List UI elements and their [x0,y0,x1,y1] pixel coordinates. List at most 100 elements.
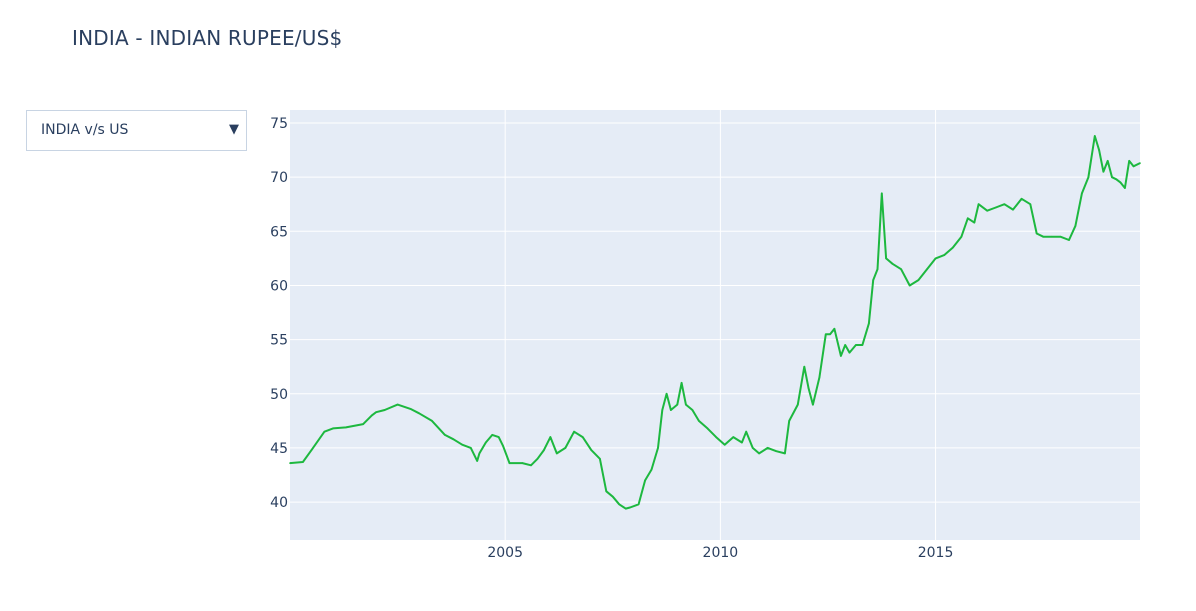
data-point [564,447,567,449]
data-point [943,254,945,256]
data-point [900,268,902,271]
data-point [470,447,472,449]
data-point [478,452,481,455]
data-point [751,447,754,449]
data-point [844,344,846,346]
data-point [657,447,659,449]
data-point [973,221,976,224]
data-point [698,420,700,422]
data-point [289,462,291,464]
data-point [665,393,668,395]
data-point [745,430,747,433]
data-point [491,434,494,436]
data-point [766,447,769,449]
data-point [530,464,532,467]
y-tick-label: 45 [270,441,288,457]
data-point [818,376,821,379]
data-point [676,403,679,406]
data-point [995,206,997,209]
data-point [476,460,479,462]
data-point [624,507,627,510]
data-point [497,436,500,438]
data-point [375,411,377,414]
data-point [485,441,487,444]
country-dropdown[interactable]: INDIA v/s US ▼ [26,110,247,151]
data-point [829,333,831,336]
data-point [926,268,928,271]
data-point [803,365,806,368]
data-point [1035,232,1038,235]
chart-title: INDIA - INDIAN RUPEE/US$ [72,26,343,50]
data-point [644,479,646,482]
data-point [650,468,653,471]
data-point [758,452,760,455]
data-point [960,235,963,238]
data-point [581,436,584,438]
data-point [1020,198,1023,200]
data-point [661,409,664,411]
data-point [323,430,326,433]
data-point [825,333,827,336]
data-point [556,452,558,455]
data-point [1106,160,1109,162]
data-point [1128,160,1130,162]
data-point [715,436,717,438]
data-point [310,449,313,451]
data-point [855,344,857,346]
data-point [418,412,420,415]
data-point [612,495,614,498]
data-point [371,414,373,417]
grid-lines [290,110,1140,540]
data-point [345,426,347,429]
data-point [1139,162,1141,164]
data-point [431,420,433,422]
data-point [797,403,799,406]
data-point [1124,187,1126,189]
data-point [934,257,937,260]
data-point [629,506,631,509]
y-tick-label: 70 [270,170,288,186]
plot-area [290,110,1140,540]
y-tick-label: 40 [270,495,288,511]
data-point [599,458,601,460]
data-point [452,438,455,441]
data-point [807,387,810,390]
data-point [1087,176,1090,178]
data-point [685,403,687,406]
data-point [952,246,954,249]
x-axis: 2005 2010 2015 [487,545,953,561]
data-point [986,209,988,212]
data-point [680,382,683,384]
data-point [868,322,870,325]
y-tick-label: 65 [270,224,288,240]
data-point [1081,192,1083,195]
data-point [1003,203,1006,205]
series-line [289,135,1141,510]
data-point [775,450,778,453]
data-point [521,462,524,464]
data-point [908,284,911,287]
x-tick-label: 2005 [487,545,523,561]
data-point [1059,235,1062,238]
data-point [573,430,575,433]
y-tick-label: 75 [270,116,288,132]
data-point [706,427,709,430]
y-tick-label: 50 [270,387,288,403]
data-point [861,344,864,346]
data-point [1132,165,1135,168]
data-point [840,355,842,357]
data-point [549,436,552,438]
triangle-down-icon[interactable]: ▼ [229,122,239,137]
data-point [848,351,851,354]
data-point [1098,149,1100,151]
data-point [605,490,608,493]
data-point [502,445,504,447]
data-point [590,449,593,451]
data-point [833,328,836,330]
data-point [885,257,887,260]
y-tick-label: 55 [270,333,288,349]
data-point [1074,225,1077,227]
data-point [788,420,790,422]
data-point [1102,170,1105,173]
data-point [741,441,743,444]
